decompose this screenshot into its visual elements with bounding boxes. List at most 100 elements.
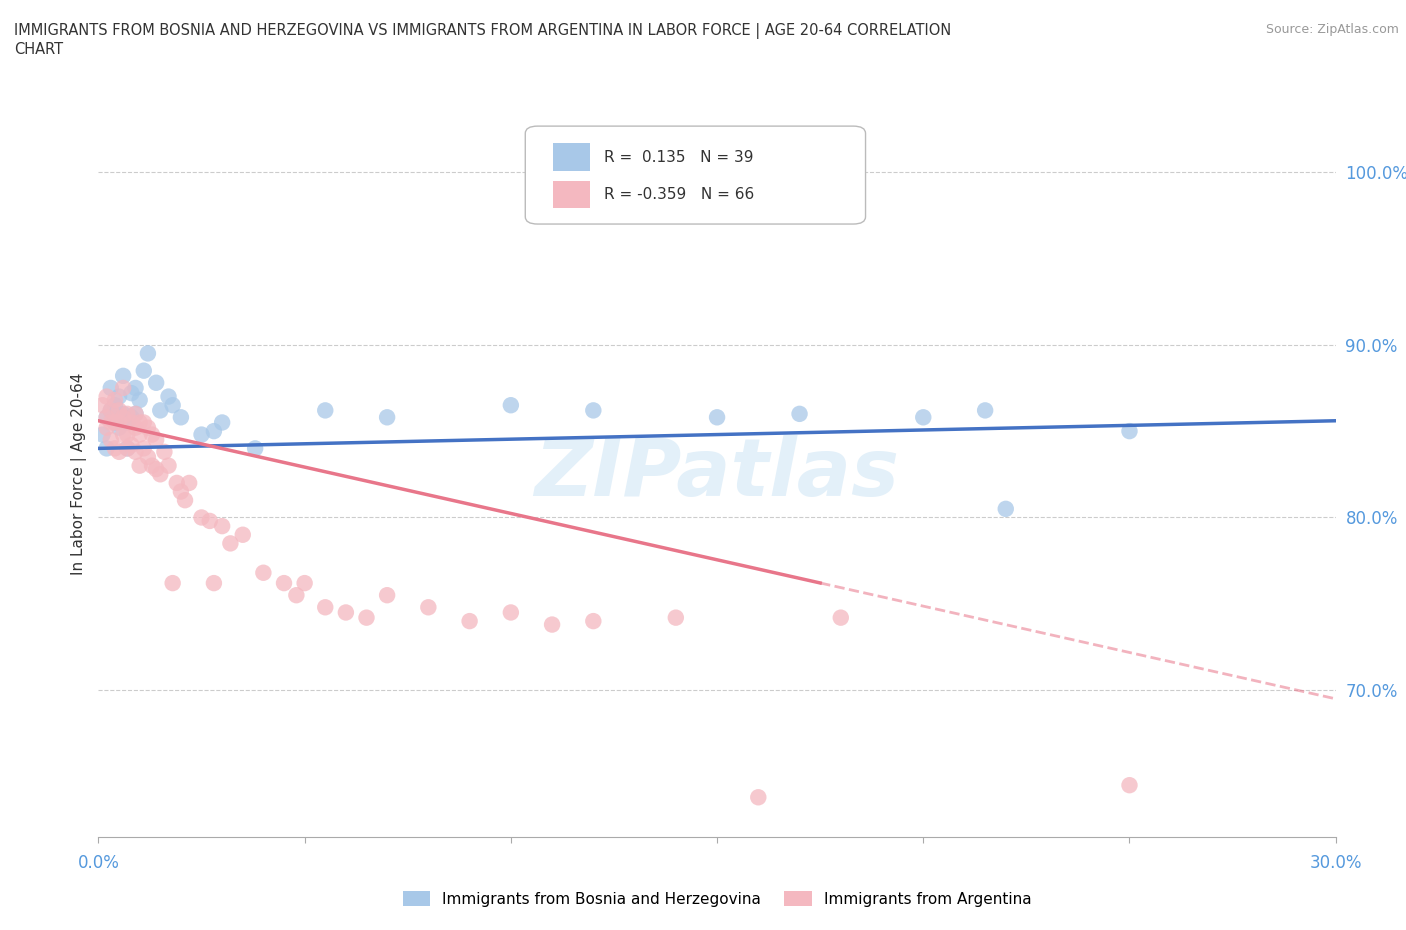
Point — [108, 445, 131, 459]
Point — [375, 410, 398, 425]
Point — [582, 403, 605, 418]
Point — [198, 513, 221, 528]
Point — [128, 392, 150, 407]
Point — [96, 410, 118, 425]
Point — [356, 610, 378, 625]
Point — [157, 458, 180, 473]
Point — [132, 415, 155, 430]
Text: ZIPatlas: ZIPatlas — [534, 435, 900, 513]
Point — [145, 461, 167, 476]
Point — [190, 510, 212, 525]
Point — [108, 403, 131, 418]
Point — [112, 380, 135, 395]
Point — [145, 432, 167, 447]
Point — [132, 441, 155, 456]
Point — [96, 420, 118, 435]
Point — [96, 441, 118, 456]
Point — [136, 449, 159, 464]
Point — [314, 403, 336, 418]
FancyBboxPatch shape — [553, 143, 589, 171]
Point — [166, 475, 188, 490]
Point — [112, 410, 135, 425]
Point — [124, 406, 146, 421]
Point — [211, 415, 233, 430]
Point — [706, 410, 728, 425]
Point — [665, 610, 688, 625]
Point — [108, 420, 131, 435]
Point — [108, 389, 131, 404]
Point — [458, 614, 481, 629]
Point — [219, 536, 242, 551]
Point — [335, 605, 357, 620]
Point — [100, 403, 122, 418]
Text: CHART: CHART — [14, 42, 63, 57]
Point — [1118, 777, 1140, 792]
Point — [117, 427, 139, 442]
Point — [912, 410, 935, 425]
Point — [120, 437, 142, 452]
Point — [120, 386, 142, 401]
Point — [124, 380, 146, 395]
Point — [170, 485, 193, 499]
Point — [141, 427, 163, 442]
Point — [120, 415, 142, 430]
Point — [104, 398, 127, 413]
Text: 30.0%: 30.0% — [1309, 855, 1362, 872]
Point — [141, 458, 163, 473]
Point — [104, 392, 127, 407]
Point — [124, 445, 146, 459]
Point — [128, 458, 150, 473]
Y-axis label: In Labor Force | Age 20-64: In Labor Force | Age 20-64 — [72, 373, 87, 576]
Point — [747, 790, 769, 804]
Point — [170, 410, 193, 425]
Point — [211, 519, 233, 534]
Point — [124, 420, 146, 435]
Point — [132, 364, 155, 379]
Point — [314, 600, 336, 615]
Point — [136, 420, 159, 435]
Point — [994, 501, 1017, 516]
Point — [124, 406, 146, 421]
Text: Source: ZipAtlas.com: Source: ZipAtlas.com — [1265, 23, 1399, 36]
Point — [499, 398, 522, 413]
Point — [149, 467, 172, 482]
Point — [145, 376, 167, 391]
Point — [112, 406, 135, 421]
Point — [499, 605, 522, 620]
Point — [136, 346, 159, 361]
Point — [252, 565, 274, 580]
Point — [149, 403, 172, 418]
Point — [789, 406, 811, 421]
Point — [91, 427, 114, 442]
Point — [117, 415, 139, 430]
Point — [104, 415, 127, 430]
Point — [153, 445, 176, 459]
Point — [174, 493, 197, 508]
Point — [104, 415, 127, 430]
Text: 0.0%: 0.0% — [77, 855, 120, 872]
Point — [100, 415, 122, 430]
Point — [243, 441, 266, 456]
Point — [202, 576, 225, 591]
Legend: Immigrants from Bosnia and Herzegovina, Immigrants from Argentina: Immigrants from Bosnia and Herzegovina, … — [396, 884, 1038, 912]
Point — [128, 415, 150, 430]
Point — [120, 410, 142, 425]
Point — [100, 432, 122, 447]
Point — [582, 614, 605, 629]
Text: IMMIGRANTS FROM BOSNIA AND HERZEGOVINA VS IMMIGRANTS FROM ARGENTINA IN LABOR FOR: IMMIGRANTS FROM BOSNIA AND HERZEGOVINA V… — [14, 23, 952, 39]
Point — [108, 415, 131, 430]
Point — [104, 441, 127, 456]
Point — [1118, 424, 1140, 439]
Text: R =  0.135   N = 39: R = 0.135 N = 39 — [605, 150, 754, 165]
Point — [112, 368, 135, 383]
Point — [100, 403, 122, 418]
Point — [96, 389, 118, 404]
Point — [190, 427, 212, 442]
Text: R = -0.359   N = 66: R = -0.359 N = 66 — [605, 187, 755, 202]
Point — [375, 588, 398, 603]
Point — [294, 576, 316, 591]
Point — [830, 610, 852, 625]
Point — [162, 576, 184, 591]
Point — [162, 398, 184, 413]
FancyBboxPatch shape — [553, 180, 589, 208]
